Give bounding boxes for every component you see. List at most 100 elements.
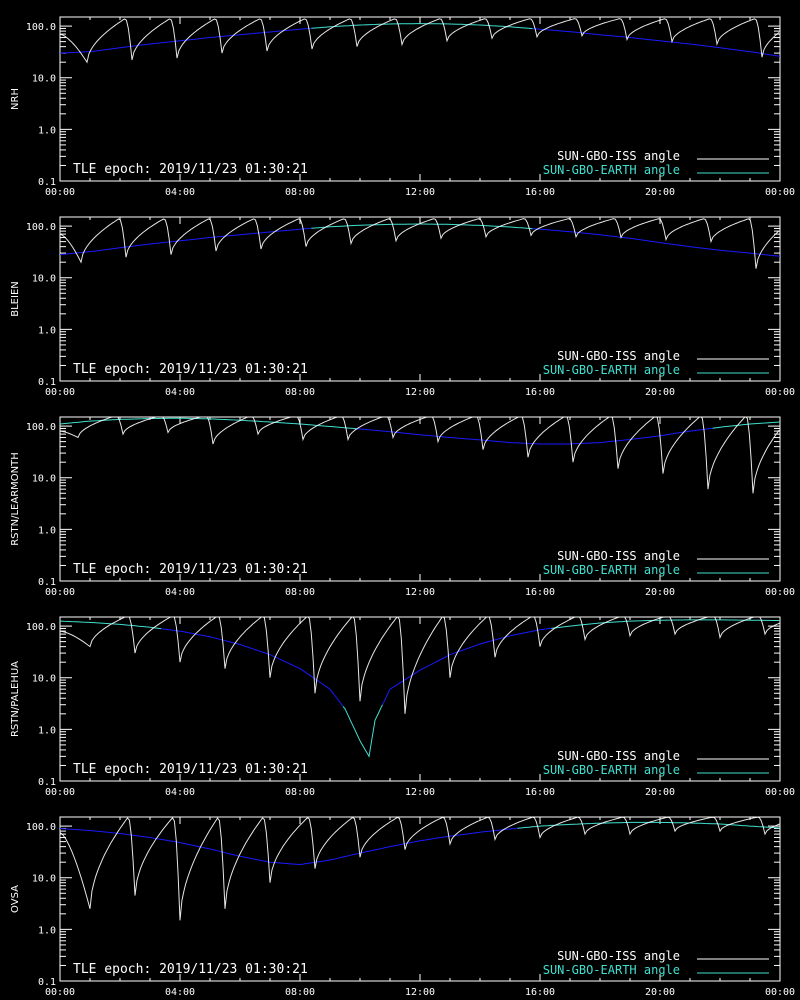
panel-3: 00:00 04:00 08:00 12:00 16:00 20:00 00:000.11.…	[10, 416, 795, 598]
earth-angle-line	[517, 821, 780, 829]
earth-angle-line	[551, 619, 780, 629]
y-tick-label: 1.0	[38, 925, 56, 936]
x-tick-label: 08:00	[285, 587, 315, 598]
x-tick-label: 04:00	[165, 787, 195, 798]
earth-angle-line	[342, 704, 383, 758]
x-tick-label: 20:00	[645, 787, 675, 798]
y-tick-label: 10.0	[32, 274, 56, 285]
legend-earth-label: SUN-GBO-EARTH angle	[543, 763, 680, 777]
plot-area	[60, 617, 780, 758]
earth-angle-line	[60, 827, 518, 866]
x-tick-label: 12:00	[405, 987, 435, 998]
y-tick-label: 100.0	[26, 222, 56, 233]
tle-epoch-label: TLE epoch: 2019/11/23 01:30:21	[73, 362, 308, 377]
x-tick-label: 00:00	[765, 387, 795, 398]
x-tick-label: 16:00	[525, 587, 555, 598]
x-tick-label: 08:00	[285, 987, 315, 998]
x-tick-label: 00:00	[765, 987, 795, 998]
legend-earth-label: SUN-GBO-EARTH angle	[543, 563, 680, 577]
x-tick-label: 00:00	[45, 987, 75, 998]
earth-angle-line	[356, 427, 713, 445]
y-tick-label: 100.0	[26, 822, 56, 833]
x-tick-label: 16:00	[525, 387, 555, 398]
x-tick-label: 12:00	[405, 787, 435, 798]
y-tick-label: 10.0	[32, 674, 56, 685]
earth-angle-line	[382, 627, 552, 705]
x-tick-label: 04:00	[165, 387, 195, 398]
legend-iss-label: SUN-GBO-ISS angle	[557, 749, 680, 763]
y-axis-label: RSTN/PALEHUA	[10, 661, 21, 737]
y-tick-label: 0.1	[38, 977, 56, 988]
earth-angle-line	[311, 223, 533, 230]
plot-area	[60, 18, 780, 64]
x-tick-label: 20:00	[645, 987, 675, 998]
y-tick-label: 1.0	[38, 125, 56, 136]
earth-angle-line	[60, 620, 162, 630]
y-tick-label: 100.0	[26, 622, 56, 633]
y-tick-label: 1.0	[38, 525, 56, 536]
x-tick-label: 00:00	[765, 587, 795, 598]
x-tick-label: 20:00	[645, 387, 675, 398]
panel-4: 00:00 04:00 08:00 12:00 16:00 20:00 00:000.11.…	[10, 616, 795, 798]
x-tick-label: 12:00	[405, 187, 435, 198]
y-tick-label: 10.0	[32, 874, 56, 885]
plot-area	[60, 817, 780, 921]
legend-iss-label: SUN-GBO-ISS angle	[557, 149, 680, 163]
x-tick-label: 00:00	[45, 187, 75, 198]
y-tick-label: 10.0	[32, 474, 56, 485]
y-tick-label: 100.0	[26, 422, 56, 433]
plot-area	[60, 417, 780, 494]
y-tick-label: 0.1	[38, 177, 56, 188]
tle-epoch-label: TLE epoch: 2019/11/23 01:30:21	[73, 162, 308, 177]
y-axis-label: NRH	[10, 88, 21, 110]
earth-angle-line	[60, 227, 312, 256]
legend-earth-label: SUN-GBO-EARTH angle	[543, 163, 680, 177]
plot-area	[60, 218, 780, 269]
x-tick-label: 12:00	[405, 587, 435, 598]
panel-1: 00:00 04:00 08:00 12:00 16:00 20:00 00:000.11.…	[10, 16, 795, 198]
legend-iss-label: SUN-GBO-ISS angle	[557, 349, 680, 363]
legend-earth-label: SUN-GBO-EARTH angle	[543, 363, 680, 377]
x-tick-label: 08:00	[285, 787, 315, 798]
panel-2: 00:00 04:00 08:00 12:00 16:00 20:00 00:000.11.…	[10, 216, 795, 398]
x-tick-label: 20:00	[645, 187, 675, 198]
iss-angle-line	[60, 218, 779, 269]
tle-epoch-label: TLE epoch: 2019/11/23 01:30:21	[73, 762, 308, 777]
tle-epoch-label: TLE epoch: 2019/11/23 01:30:21	[73, 962, 308, 977]
legend-earth-label: SUN-GBO-EARTH angle	[543, 963, 680, 977]
y-tick-label: 1.0	[38, 725, 56, 736]
y-tick-label: 0.1	[38, 377, 56, 388]
y-axis-label: OVSA	[10, 885, 21, 913]
x-tick-label: 00:00	[765, 187, 795, 198]
x-tick-label: 12:00	[405, 387, 435, 398]
x-tick-label: 16:00	[525, 787, 555, 798]
y-tick-label: 1.0	[38, 325, 56, 336]
earth-angle-line	[532, 28, 780, 57]
legend-iss-label: SUN-GBO-ISS angle	[557, 949, 680, 963]
y-tick-label: 0.1	[38, 577, 56, 588]
y-tick-label: 0.1	[38, 777, 56, 788]
legend-iss-label: SUN-GBO-ISS angle	[557, 549, 680, 563]
panel-5: 00:00 04:00 08:00 12:00 16:00 20:00 00:000.11.…	[10, 816, 795, 998]
earth-angle-line	[532, 228, 780, 257]
x-tick-label: 16:00	[525, 187, 555, 198]
x-tick-label: 08:00	[285, 387, 315, 398]
x-tick-label: 00:00	[45, 787, 75, 798]
iss-angle-line	[60, 817, 780, 921]
x-tick-label: 00:00	[45, 587, 75, 598]
y-tick-label: 10.0	[32, 74, 56, 85]
earth-angle-line	[161, 628, 344, 707]
x-tick-label: 08:00	[285, 187, 315, 198]
x-tick-label: 04:00	[165, 987, 195, 998]
x-tick-label: 00:00	[765, 787, 795, 798]
y-axis-label: BLEIEN	[10, 281, 21, 317]
y-axis-label: RSTN/LEARMONTH	[10, 452, 21, 546]
y-tick-label: 100.0	[26, 22, 56, 33]
iss-angle-line	[60, 18, 780, 64]
earth-angle-line	[712, 421, 780, 429]
tle-epoch-label: TLE epoch: 2019/11/23 01:30:21	[73, 562, 308, 577]
earth-angle-line	[311, 23, 533, 30]
x-tick-label: 16:00	[525, 987, 555, 998]
x-tick-label: 04:00	[165, 587, 195, 598]
